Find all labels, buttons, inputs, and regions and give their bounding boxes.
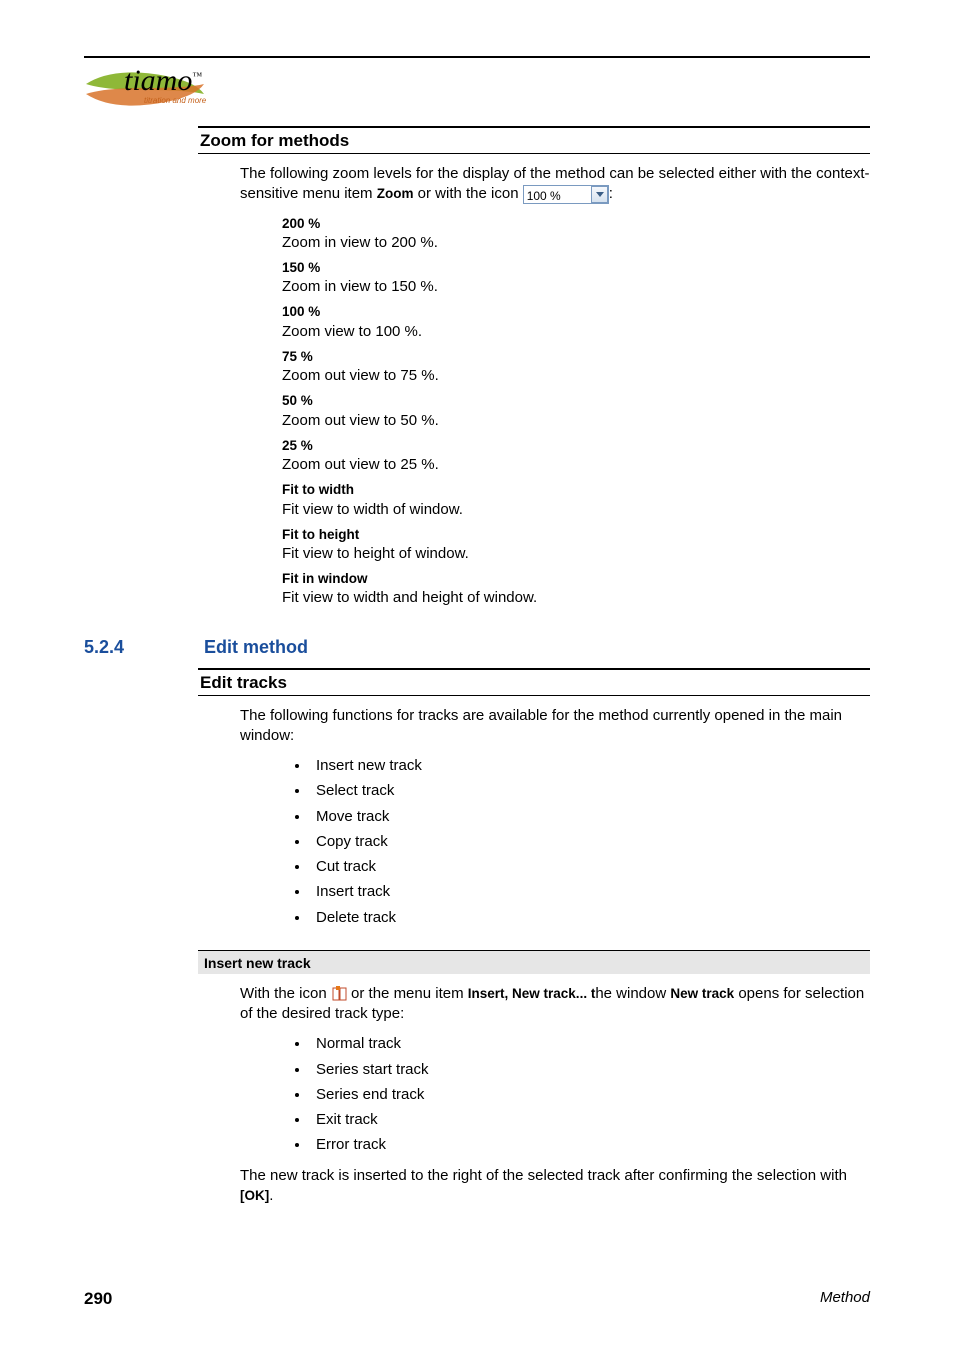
insert-menu-item: Insert, New track... t xyxy=(468,986,596,1001)
track-types-list: Normal track Series start track Series e… xyxy=(310,1034,870,1155)
logo-name: tiamo xyxy=(124,64,192,97)
list-item: Insert new track xyxy=(310,756,870,776)
zoom-level-desc: Fit view to width and height of window. xyxy=(282,588,870,608)
list-item: Series end track xyxy=(310,1085,870,1105)
edit-method-title: Edit method xyxy=(204,637,308,657)
insert-new-track-outro: The new track is inserted to the right o… xyxy=(240,1166,870,1207)
footer-section: Method xyxy=(820,1289,870,1309)
edit-tracks-intro: The following functions for tracks are a… xyxy=(240,706,870,747)
zoom-intro-text-b: or with the icon xyxy=(413,185,522,202)
insert-outro-a: The new track is inserted to the right o… xyxy=(240,1167,847,1184)
edit-method-number: 5.2.4 xyxy=(84,637,204,658)
zoom-level-desc: Zoom out view to 25 %. xyxy=(282,455,870,475)
list-item: Copy track xyxy=(310,832,870,852)
zoom-for-methods-heading: Zoom for methods xyxy=(198,126,870,154)
zoom-level-term: Fit in window xyxy=(282,570,870,588)
zoom-intro: The following zoom levels for the displa… xyxy=(240,164,870,205)
logo-text: tiamo™ xyxy=(124,64,202,98)
zoom-level-desc: Fit view to height of window. xyxy=(282,544,870,564)
zoom-level-term: 25 % xyxy=(282,437,870,455)
zoom-dropdown-value: 100 % xyxy=(527,188,561,204)
zoom-level-desc: Zoom out view to 75 %. xyxy=(282,366,870,386)
zoom-level-desc: Zoom view to 100 %. xyxy=(282,322,870,342)
zoom-level-desc: Zoom in view to 200 %. xyxy=(282,233,870,253)
list-item: Select track xyxy=(310,781,870,801)
edit-tracks-heading: Edit tracks xyxy=(198,668,870,696)
zoom-level-term: 50 % xyxy=(282,392,870,410)
ok-button-ref: [OK] xyxy=(240,1188,269,1203)
insert-intro-c: he window xyxy=(595,985,670,1002)
zoom-intro-text-c: : xyxy=(609,185,613,202)
insert-new-track-heading: Insert new track xyxy=(198,950,870,974)
insert-new-track-intro: With the icon or the menu item Insert, N… xyxy=(240,984,870,1025)
list-item: Normal track xyxy=(310,1034,870,1054)
chevron-down-icon xyxy=(591,186,608,203)
list-item: Delete track xyxy=(310,908,870,928)
zoom-level-list: 200 % Zoom in view to 200 %. 150 % Zoom … xyxy=(282,215,870,609)
insert-intro-b: or the menu item xyxy=(347,985,468,1002)
zoom-level-desc: Zoom out view to 50 %. xyxy=(282,411,870,431)
zoom-level-desc: Fit view to width of window. xyxy=(282,500,870,520)
insert-intro-a: With the icon xyxy=(240,985,331,1002)
zoom-level-term: 75 % xyxy=(282,348,870,366)
zoom-level-term: Fit to width xyxy=(282,481,870,499)
zoom-level-term: 200 % xyxy=(282,215,870,233)
edit-method-heading: 5.2.4Edit method xyxy=(84,637,870,658)
logo-tm: ™ xyxy=(192,71,202,82)
list-item: Series start track xyxy=(310,1060,870,1080)
zoom-menu-item: Zoom xyxy=(377,186,414,201)
logo: tiamo™ titration and more xyxy=(84,64,870,114)
zoom-dropdown-icon: 100 % xyxy=(523,185,609,204)
new-track-window: New track xyxy=(670,986,734,1001)
insert-outro-b: . xyxy=(269,1187,273,1204)
list-item: Cut track xyxy=(310,857,870,877)
list-item: Exit track xyxy=(310,1110,870,1130)
insert-track-icon xyxy=(331,986,347,1002)
zoom-level-desc: Zoom in view to 150 %. xyxy=(282,277,870,297)
list-item: Move track xyxy=(310,807,870,827)
zoom-level-term: 150 % xyxy=(282,259,870,277)
logo-tagline: titration and more xyxy=(144,96,206,105)
zoom-level-term: 100 % xyxy=(282,303,870,321)
footer: 290 Method xyxy=(84,1289,870,1309)
zoom-level-term: Fit to height xyxy=(282,526,870,544)
list-item: Error track xyxy=(310,1135,870,1155)
page-number: 290 xyxy=(84,1289,112,1309)
track-functions-list: Insert new track Select track Move track… xyxy=(310,756,870,928)
list-item: Insert track xyxy=(310,882,870,902)
